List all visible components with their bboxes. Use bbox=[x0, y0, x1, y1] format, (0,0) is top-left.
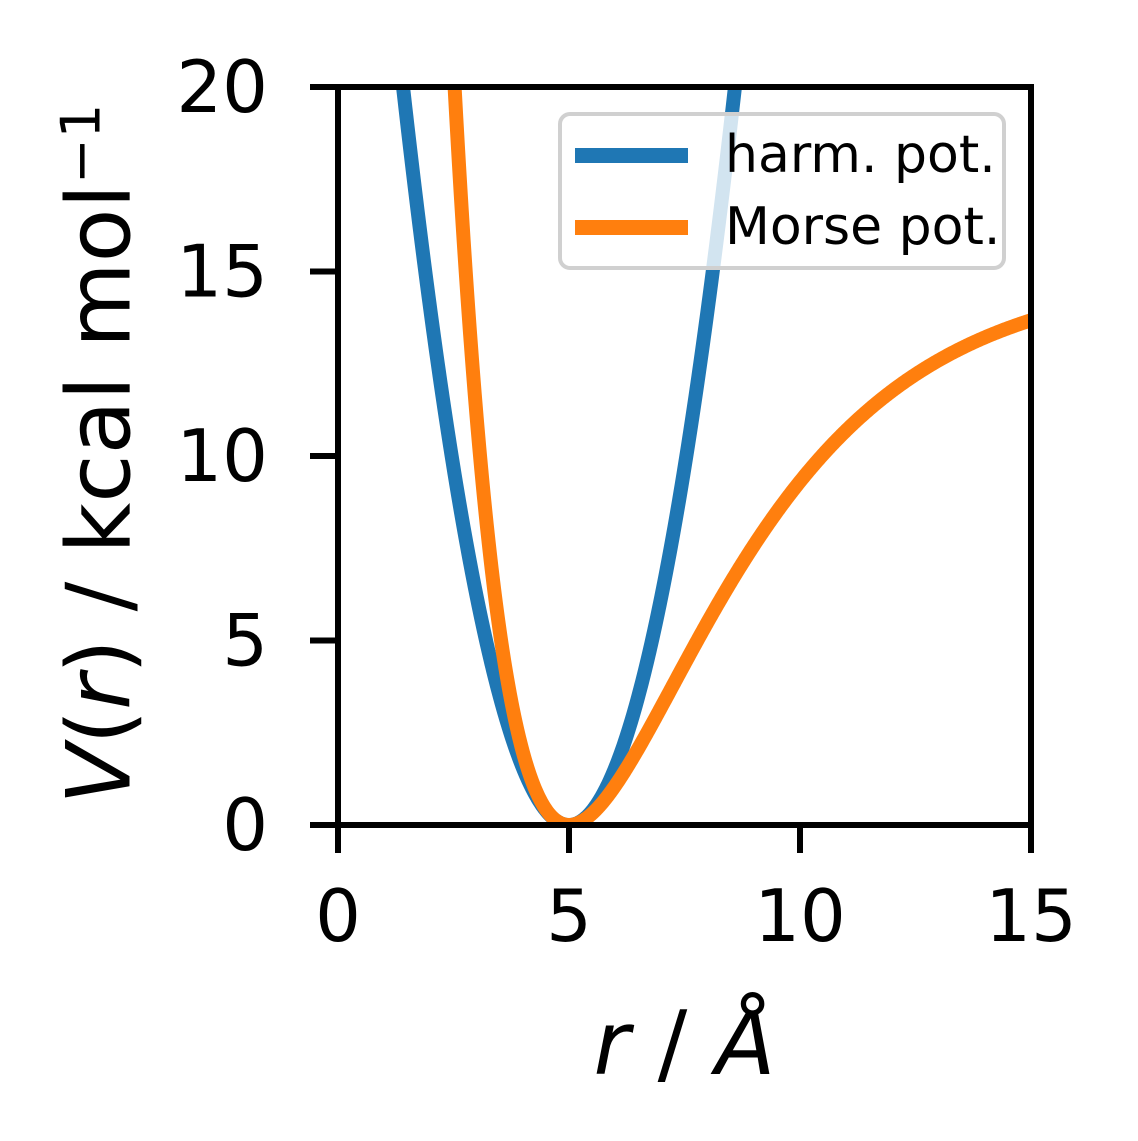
morse-curve bbox=[447, 87, 1031, 825]
x-tick-label: 5 bbox=[546, 874, 592, 958]
legend-entry-harmonic: harm. pot. bbox=[562, 119, 1002, 191]
y-axis-unit: kcal mol bbox=[47, 184, 151, 554]
y-tick-label: 15 bbox=[176, 230, 268, 314]
x-axis-label: r / Å bbox=[593, 992, 776, 1095]
y-axis-unit-exponent: −1 bbox=[48, 103, 113, 185]
x-tick-label: 15 bbox=[985, 874, 1077, 958]
y-tick-label: 20 bbox=[176, 45, 268, 129]
legend-entry-morse: Morse pot. bbox=[562, 191, 1002, 263]
y-tick-label: 5 bbox=[222, 599, 268, 683]
curves-layer bbox=[396, 87, 1031, 825]
x-tick-label: 10 bbox=[754, 874, 846, 958]
axes-layer: 0 5 10 15 0 5 10 15 20 bbox=[176, 45, 1076, 958]
harmonic-legend-label: harm. pot. bbox=[725, 125, 996, 185]
morse-legend-line bbox=[575, 219, 688, 235]
y-axis-label-symbol: V bbox=[47, 744, 151, 805]
morse-legend-label: Morse pot. bbox=[725, 197, 1001, 257]
y-axis-label: V(r) / kcal mol−1 bbox=[47, 103, 151, 805]
harmonic-curve bbox=[396, 87, 742, 825]
y-tick-label: 10 bbox=[176, 414, 268, 498]
y-tick-label: 0 bbox=[222, 783, 268, 867]
x-tick-label: 0 bbox=[315, 874, 361, 958]
legend: harm. pot. Morse pot. bbox=[558, 112, 1006, 270]
harmonic-legend-line bbox=[575, 147, 688, 163]
x-axis-unit: Å bbox=[715, 992, 776, 1095]
x-axis-label-symbol: r bbox=[593, 992, 630, 1095]
